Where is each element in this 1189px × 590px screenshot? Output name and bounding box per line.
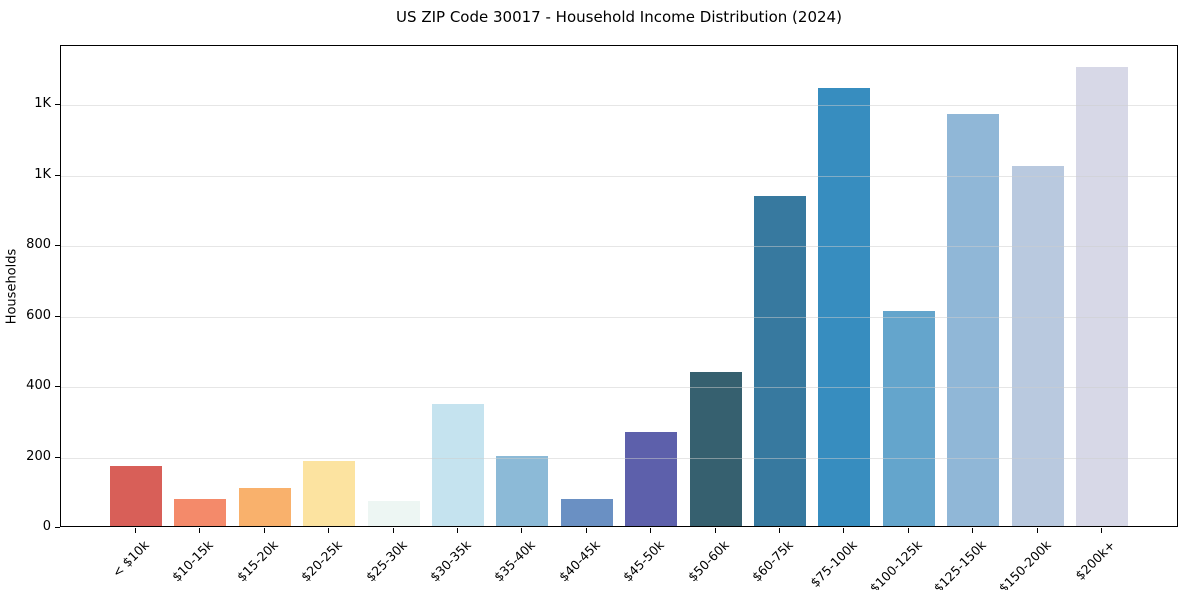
y-tick-mark — [55, 104, 60, 106]
bar-$45-50k — [625, 431, 678, 526]
x-tick-mark — [907, 528, 909, 533]
x-tick-mark — [328, 528, 330, 533]
x-tick-mark — [263, 528, 265, 533]
y-tick-label: 1K — [34, 166, 51, 182]
x-tick-mark — [521, 528, 523, 533]
bar-< $10k — [110, 466, 162, 526]
bar-$20-25k — [303, 460, 356, 526]
y-tick-label: 800 — [26, 237, 51, 253]
x-tick-mark — [1101, 528, 1102, 533]
bar-$15-20k — [238, 487, 291, 526]
y-tick-mark — [55, 245, 60, 247]
y-tick-mark — [55, 386, 60, 388]
bar-$50-60k — [689, 372, 742, 526]
bar-$35-40k — [496, 456, 549, 526]
x-tick-mark — [1036, 528, 1038, 533]
x-tick-label: < $10k — [109, 537, 152, 581]
gridline — [61, 105, 1177, 107]
bar-$40-45k — [560, 498, 613, 526]
bar-$100-125k — [882, 310, 935, 526]
y-tick-label: 0 — [42, 519, 51, 534]
y-tick-label: 1K — [34, 96, 51, 112]
x-tick-mark — [972, 528, 974, 533]
x-tick-mark — [779, 528, 780, 533]
x-tick-mark — [650, 528, 652, 533]
y-tick-label: 400 — [26, 378, 51, 394]
bar-$125-150k — [947, 113, 1000, 526]
y-tick-mark — [55, 527, 60, 528]
y-tick-label: 600 — [26, 307, 51, 323]
gridline — [61, 457, 1177, 459]
bar-$25-30k — [367, 500, 420, 526]
gridline — [61, 175, 1177, 177]
x-tick-mark — [843, 528, 845, 533]
gridline — [61, 387, 1177, 389]
x-tick-mark — [457, 528, 458, 533]
x-tick-mark — [135, 528, 136, 533]
bar-$60-75k — [754, 195, 806, 526]
y-tick-mark — [55, 315, 60, 317]
y-tick-mark — [55, 174, 60, 176]
x-tick-mark — [585, 528, 587, 533]
x-tick-mark — [392, 528, 394, 533]
bar-$75-100k — [818, 88, 871, 526]
gridline — [61, 246, 1177, 248]
chart-title: US ZIP Code 30017 - Household Income Dis… — [396, 8, 842, 26]
bar-$150-200k — [1011, 165, 1064, 526]
plot-area — [60, 45, 1178, 527]
bar-$10-15k — [174, 498, 227, 526]
x-tick-mark — [199, 528, 201, 533]
gridline — [61, 316, 1177, 318]
bar-$200k+ — [1076, 66, 1128, 526]
y-tick-mark — [55, 456, 60, 458]
x-tick-mark — [714, 528, 716, 533]
y-tick-label: 200 — [26, 448, 51, 464]
bar-$30-35k — [432, 404, 484, 526]
